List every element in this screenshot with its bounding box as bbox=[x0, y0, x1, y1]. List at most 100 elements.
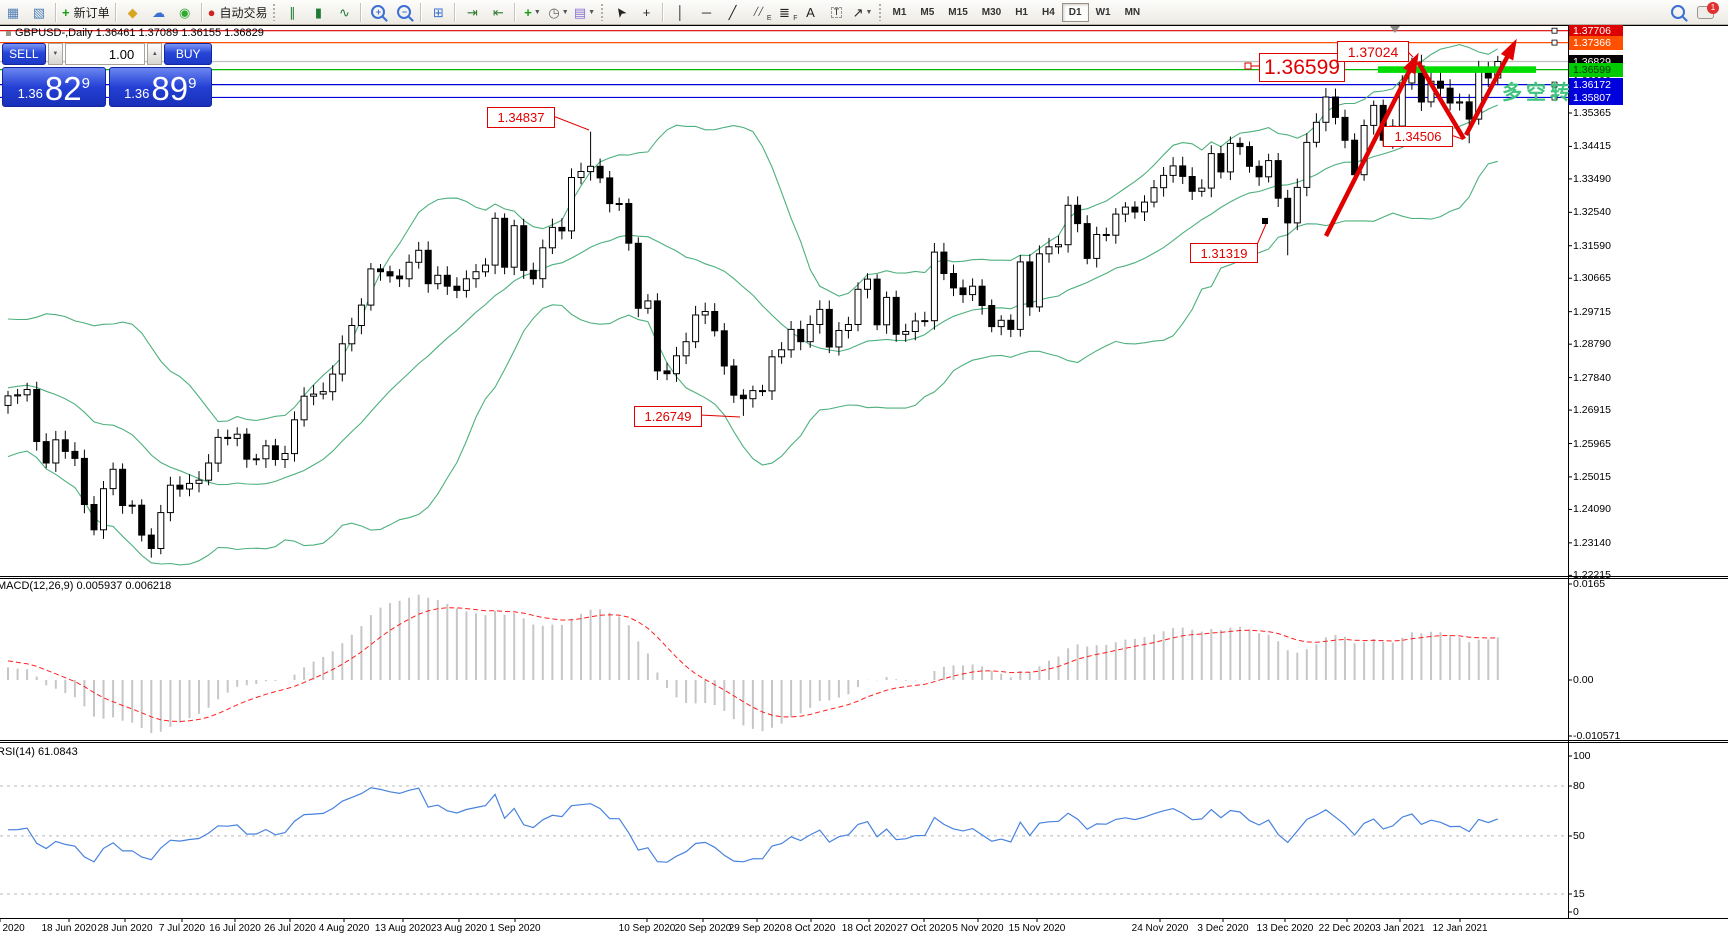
chart-shift-icon[interactable]: ⇤ bbox=[485, 2, 511, 23]
line-handle[interactable] bbox=[1551, 39, 1558, 46]
bid-price-prefix: 1.36 bbox=[17, 86, 43, 101]
templates-button[interactable]: ▤ ▼ bbox=[573, 4, 596, 20]
crosshair-icon: + bbox=[642, 4, 651, 20]
fibonacci-icon[interactable]: ≣ F bbox=[779, 4, 798, 22]
signals-icon[interactable]: ◉ bbox=[172, 2, 198, 23]
cursor-icon: ➤ bbox=[611, 3, 630, 21]
tile-windows-icon[interactable]: ⊞ bbox=[425, 2, 451, 23]
horizontal-line-icon[interactable]: ─ bbox=[693, 2, 719, 23]
tile-windows-icon: ⊞ bbox=[433, 4, 444, 20]
cursor-icon[interactable]: ➤ bbox=[607, 2, 633, 23]
line-handle[interactable] bbox=[1551, 27, 1558, 34]
notifications-icon[interactable]: 1 bbox=[1697, 1, 1719, 19]
indicators-add-button: + bbox=[524, 4, 532, 20]
trend-arrow-1[interactable] bbox=[1323, 52, 1419, 238]
bars-chart-icon: ∥ bbox=[289, 4, 296, 20]
community-icon[interactable]: ☁ bbox=[146, 2, 172, 23]
timeframe-button-h4[interactable]: H4 bbox=[1042, 6, 1055, 18]
trend-arrow-2[interactable] bbox=[1416, 60, 1466, 141]
price-annotation-1.36599[interactable]: 1.36599 bbox=[1259, 53, 1345, 82]
macd-signal-line bbox=[7, 607, 1498, 723]
signals-icon: ◉ bbox=[178, 4, 191, 20]
volume-increase-button[interactable]: ▲ bbox=[147, 43, 163, 65]
candles-chart-icon: ▮ bbox=[314, 4, 323, 20]
charts-window-icon[interactable]: ▦ bbox=[0, 2, 26, 23]
trend-arrow-3[interactable] bbox=[1464, 38, 1517, 137]
trendline-icon[interactable]: ╱ bbox=[719, 2, 745, 23]
chart-shift-marker[interactable] bbox=[1390, 26, 1400, 33]
line-chart-icon: ∿ bbox=[339, 4, 350, 20]
sell-button[interactable]: SELL bbox=[2, 43, 46, 65]
autotrading-button[interactable]: ● 自动交易 bbox=[206, 2, 270, 23]
volume-decrease-button[interactable]: ▼ bbox=[47, 43, 63, 65]
notification-badge: 1 bbox=[1707, 1, 1719, 14]
arrows-icon[interactable]: ↗ ▼ bbox=[852, 4, 873, 20]
toolbar-separator bbox=[514, 2, 517, 22]
zoom-out-icon: − bbox=[397, 5, 412, 19]
auto-scroll-icon[interactable]: ⇥ bbox=[459, 2, 485, 23]
toolbar-drag-handle bbox=[600, 3, 605, 21]
price-annotation-1.34506[interactable]: 1.34506 bbox=[1383, 126, 1453, 147]
toolbar-separator bbox=[420, 2, 423, 22]
highlight-zone-bar[interactable] bbox=[1378, 66, 1536, 73]
price-annotation-1.26749[interactable]: 1.26749 bbox=[634, 406, 702, 427]
line-handle[interactable] bbox=[1551, 81, 1558, 88]
toolbar-separator bbox=[454, 2, 457, 22]
fibonacci-icon: ≣ bbox=[779, 4, 790, 20]
price-annotation-1.37024[interactable]: 1.37024 bbox=[1337, 41, 1409, 62]
new-order-button: + bbox=[62, 4, 70, 20]
candles-chart-icon[interactable]: ▮ bbox=[305, 2, 331, 23]
timeframe-button-h1[interactable]: H1 bbox=[1015, 6, 1028, 18]
timeframe-button-m15[interactable]: M15 bbox=[948, 6, 968, 18]
window-zoom-icon: ▧ bbox=[32, 4, 46, 20]
periods-button: ◷ bbox=[548, 4, 560, 20]
bollinger-bands bbox=[7, 44, 1499, 566]
timeframe-button-mn[interactable]: MN bbox=[1124, 6, 1141, 18]
vertical-line-icon: │ bbox=[676, 4, 685, 20]
window-zoom-icon[interactable]: ▧ bbox=[26, 2, 52, 23]
ask-price-sup: 9 bbox=[188, 75, 197, 92]
equidistant-channel-icon[interactable]: ╱╱ E bbox=[753, 7, 772, 22]
zoom-in-icon[interactable]: + bbox=[365, 2, 391, 23]
ask-price-main: 89 bbox=[151, 70, 189, 107]
line-handle[interactable] bbox=[1551, 94, 1558, 101]
toolbar-separator bbox=[662, 2, 665, 22]
chart-shift-icon: ⇤ bbox=[493, 4, 504, 20]
buy-button[interactable]: BUY bbox=[164, 43, 212, 65]
timeframe-button-m5[interactable]: M5 bbox=[920, 6, 935, 18]
new-order-button[interactable]: + 新订单 bbox=[60, 2, 112, 23]
crosshair-icon[interactable]: + bbox=[633, 2, 659, 23]
text-label-icon: T bbox=[830, 6, 843, 18]
text-label-icon[interactable]: T bbox=[823, 2, 849, 23]
line-chart-icon[interactable]: ∿ bbox=[331, 2, 357, 23]
autotrading-button-label: 自动交易 bbox=[219, 5, 268, 20]
timeframe-button-w1[interactable]: W1 bbox=[1095, 6, 1111, 18]
bars-chart-icon[interactable]: ∥ bbox=[279, 2, 305, 23]
templates-button: ▤ bbox=[573, 4, 587, 20]
search-icon[interactable] bbox=[1671, 5, 1685, 19]
market-watch-icon[interactable]: ◆ bbox=[120, 2, 146, 23]
price-annotation-1.34837[interactable]: 1.34837 bbox=[487, 107, 555, 128]
indicators-add-button[interactable]: + ▼ bbox=[524, 4, 541, 20]
bid-price-quote[interactable]: 1.36 82 9 bbox=[2, 67, 106, 107]
ask-price-prefix: 1.36 bbox=[124, 86, 150, 101]
ask-price-quote[interactable]: 1.36 89 9 bbox=[108, 67, 212, 107]
trendline-icon: ╱ bbox=[728, 4, 737, 20]
timeframe-button-m1[interactable]: M1 bbox=[892, 6, 907, 18]
text-icon[interactable]: A bbox=[797, 2, 823, 23]
zoom-in-icon: + bbox=[371, 5, 386, 19]
zoom-out-icon[interactable]: − bbox=[391, 2, 417, 23]
charts-window-icon: ▦ bbox=[6, 4, 20, 20]
periods-button[interactable]: ◷ ▼ bbox=[548, 4, 569, 20]
vertical-line-icon[interactable]: │ bbox=[667, 2, 693, 23]
volume-input[interactable]: 1.00 bbox=[64, 43, 146, 65]
rsi-line bbox=[7, 787, 1499, 863]
timeframe-button-d1[interactable]: D1 bbox=[1061, 2, 1089, 22]
horizontal-line-icon: ─ bbox=[701, 4, 712, 20]
bid-price-sup: 9 bbox=[81, 75, 90, 92]
equidistant-channel-icon: ╱╱ bbox=[753, 7, 764, 16]
timeframe-button-m30[interactable]: M30 bbox=[981, 6, 1002, 18]
price-annotation-1.31319[interactable]: 1.31319 bbox=[1190, 243, 1258, 263]
auto-scroll-icon: ⇥ bbox=[467, 4, 478, 20]
